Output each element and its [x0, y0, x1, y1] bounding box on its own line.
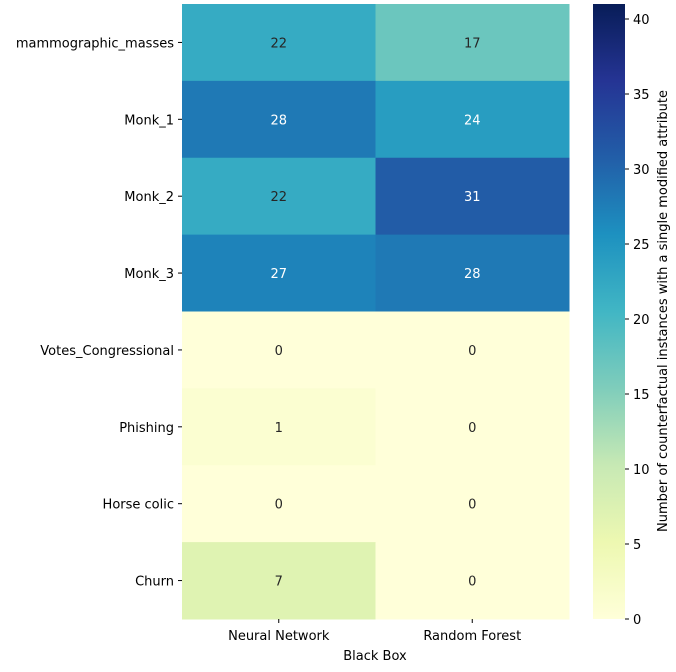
- colorbar-label: Number of counterfactual instances with …: [656, 90, 671, 532]
- y-tick-label: Monk_2: [124, 190, 174, 205]
- y-tick-label: Monk_1: [124, 113, 174, 128]
- colorbar: 0 5 10 15 20 25 30 35 40: [593, 4, 650, 628]
- y-tick-label: Horse colic: [103, 498, 174, 513]
- heatmap-cell-0-0: [182, 4, 376, 82]
- y-tick-label: Monk_3: [124, 267, 174, 282]
- y-tick-label: Churn: [135, 575, 174, 590]
- heatmap-cell-label-7-1: 0: [468, 575, 476, 590]
- heatmap-cell-3-1: [375, 234, 570, 312]
- heatmap-cell-label-4-0: 0: [275, 344, 283, 359]
- heatmap-cell-1-1: [375, 80, 570, 159]
- y-tick-label: Votes_Congressional: [40, 344, 174, 359]
- colorbar-tick-label: 35: [633, 88, 650, 103]
- heatmap-cell-7-1: [375, 542, 570, 620]
- y-tick-label: mammographic_masses: [16, 36, 174, 51]
- heatmap-cell-label-0-0: 22: [270, 36, 287, 51]
- heatmap-cell-label-1-0: 28: [270, 113, 287, 128]
- heatmap-cell-label-6-0: 0: [275, 498, 283, 513]
- x-tick-label: Random Forest: [423, 629, 521, 644]
- heatmap-cell-label-4-1: 0: [468, 344, 476, 359]
- heatmap-cell-label-0-1: 17: [464, 36, 481, 51]
- colorbar-tick-label: 25: [633, 238, 650, 253]
- x-axis: Neural Network Random Forest: [228, 619, 521, 644]
- heatmap-cell-4-0: [182, 311, 376, 389]
- heatmap-cell-label-7-0: 7: [275, 575, 283, 590]
- heatmap-cell-6-1: [375, 465, 570, 543]
- heatmap-cell-3-0: [182, 234, 376, 312]
- colorbar-tick-label: 5: [633, 538, 641, 553]
- heatmap-cell-2-1: [375, 157, 570, 236]
- heatmap-cell-labels: 22 17 28 24 22 31 27 28 0 0 1 0 0 0 7 0: [270, 36, 480, 589]
- x-axis-label: Black Box: [343, 649, 407, 664]
- heatmap-cell-1-0: [182, 80, 376, 159]
- heatmap-cell-label-6-1: 0: [468, 498, 476, 513]
- heatmap-cell-4-1: [375, 311, 570, 389]
- heatmap-cell-5-1: [375, 388, 570, 466]
- y-tick-label: Phishing: [119, 421, 174, 436]
- colorbar-tick-label: 10: [633, 463, 650, 478]
- colorbar-tick-label: 20: [633, 313, 650, 328]
- colorbar-gradient: [593, 4, 625, 619]
- heatmap-cell-label-2-1: 31: [464, 190, 481, 205]
- heatmap-cell-label-1-1: 24: [464, 113, 481, 128]
- colorbar-tick-label: 0: [633, 613, 641, 628]
- y-axis: mammographic_masses Monk_1 Monk_2 Monk_3 Vot…: [16, 36, 182, 590]
- heatmap-cell-label-3-0: 27: [270, 267, 287, 282]
- heatmap-cell-label-5-0: 1: [275, 421, 283, 436]
- heatmap-cell-6-0: [182, 465, 376, 543]
- heatmap-cells: [182, 4, 570, 620]
- heatmap-cell-label-3-1: 28: [464, 267, 481, 282]
- colorbar-tick-label: 15: [633, 388, 650, 403]
- colorbar-tick-label: 40: [633, 13, 650, 28]
- heatmap-cell-label-2-0: 22: [270, 190, 287, 205]
- heatmap-cell-7-0: [182, 542, 376, 620]
- heatmap-cell-2-0: [182, 157, 376, 236]
- heatmap-cell-label-5-1: 0: [468, 421, 476, 436]
- heatmap-cell-0-1: [375, 4, 570, 82]
- colorbar-tick-label: 30: [633, 163, 650, 178]
- x-tick-label: Neural Network: [228, 629, 330, 644]
- heatmap-cell-5-0: [182, 388, 376, 466]
